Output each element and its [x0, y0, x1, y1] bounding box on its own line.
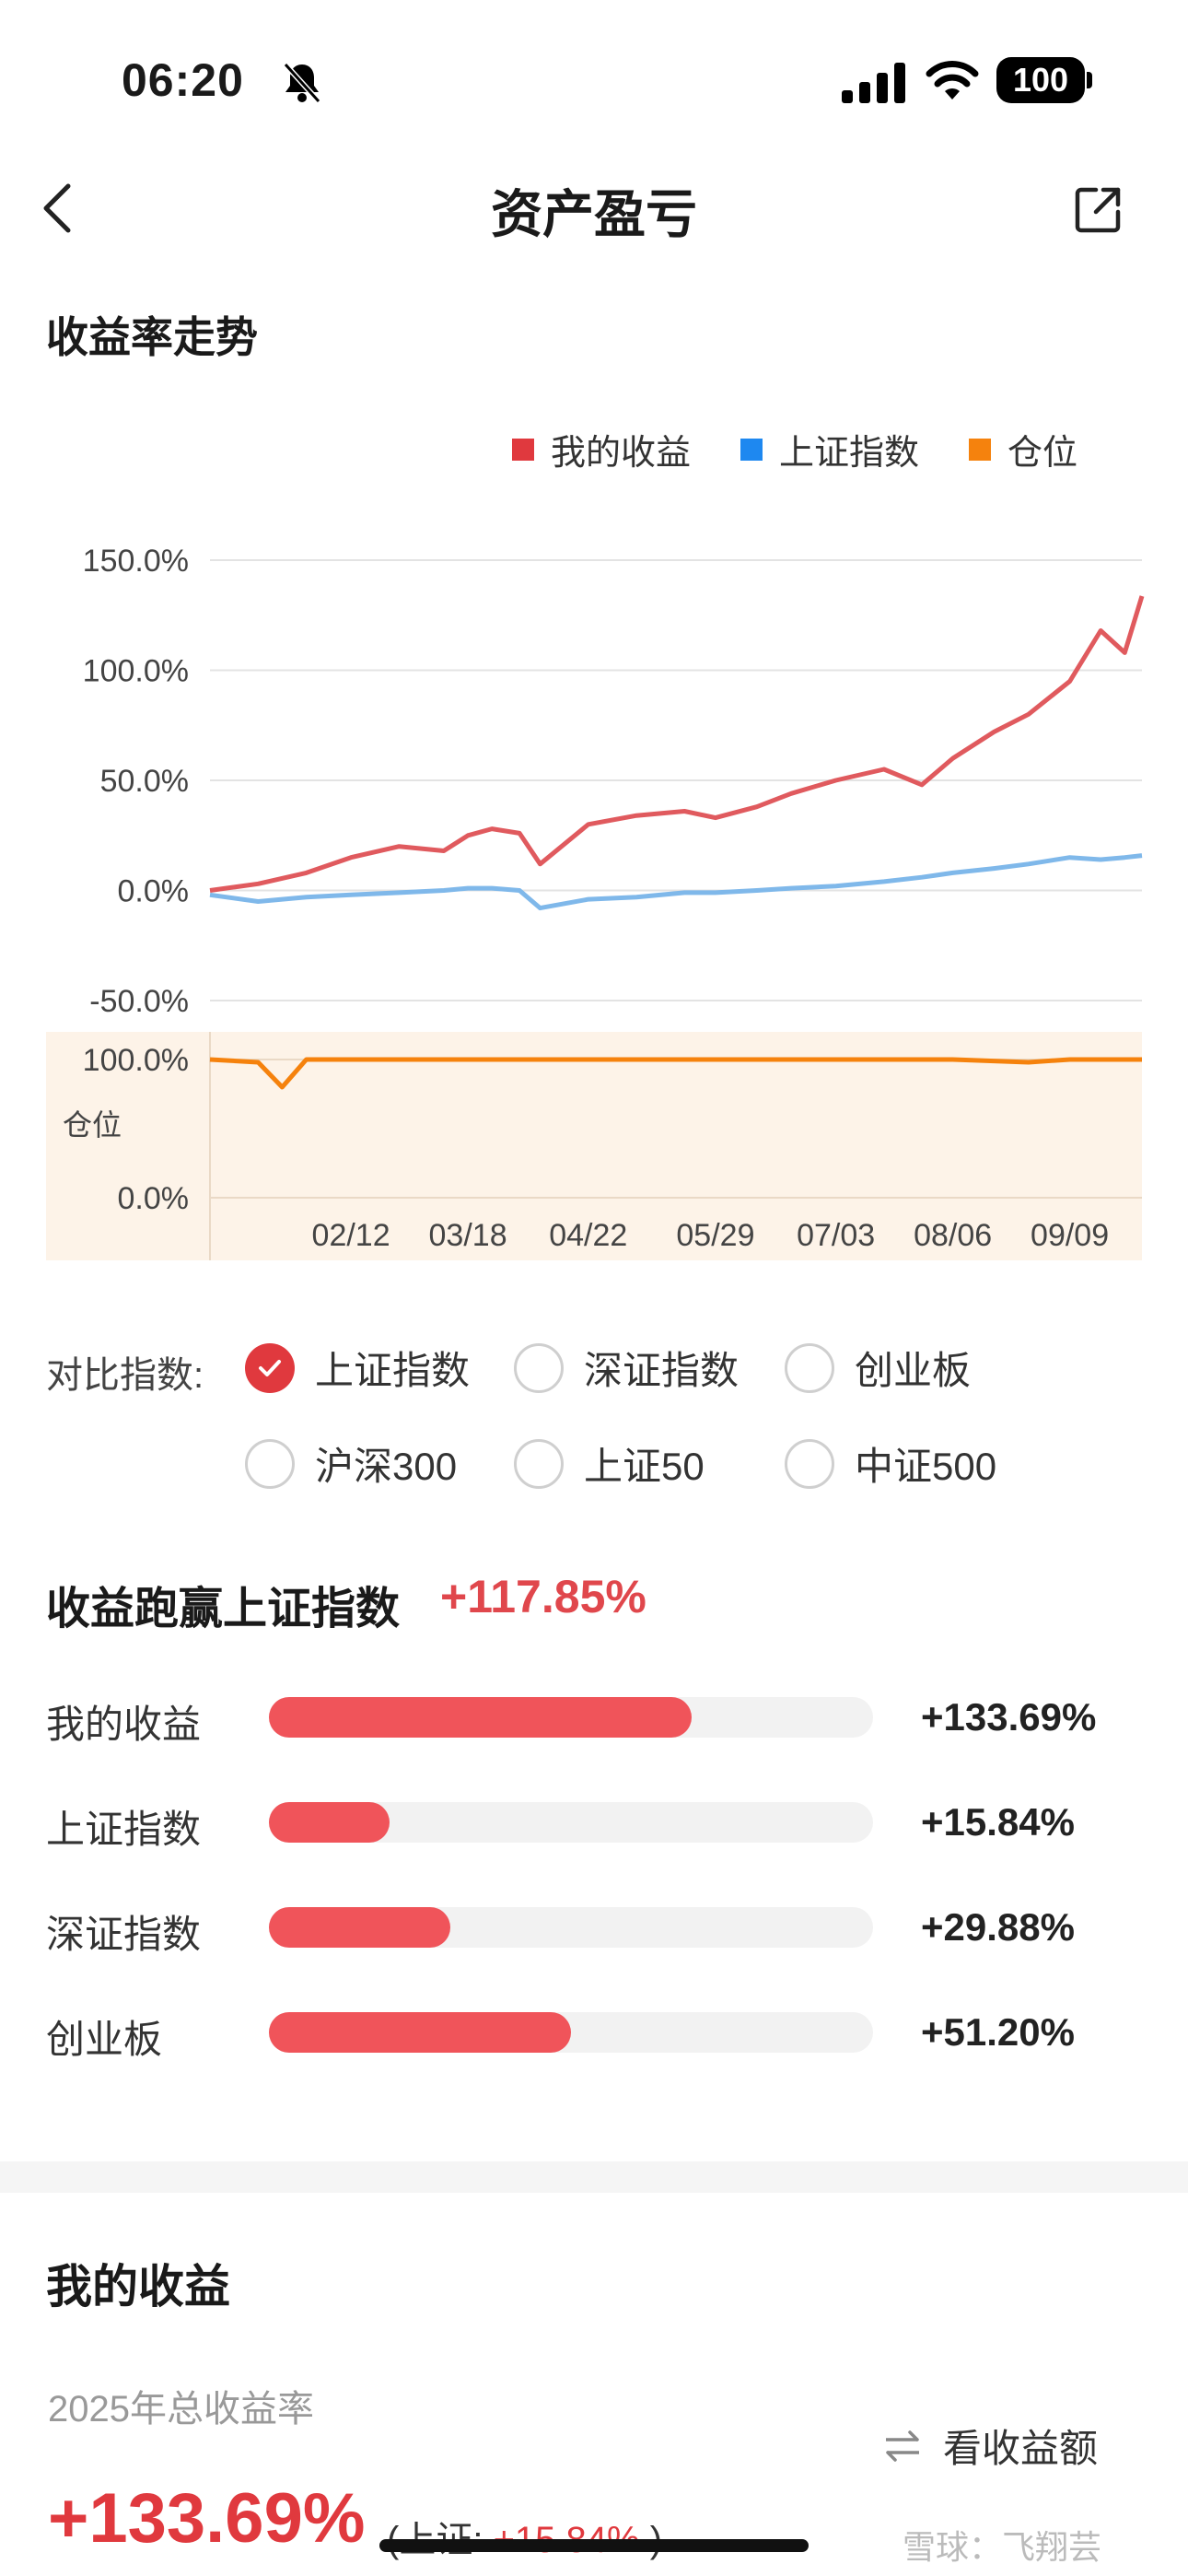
- legend-item-my-return[interactable]: 我的收益: [512, 424, 691, 474]
- compare-option-sse[interactable]: 上证指数: [245, 1340, 470, 1396]
- radio-unchecked[interactable]: [514, 1438, 564, 1489]
- compare-option-sse50[interactable]: 上证50: [514, 1435, 705, 1492]
- view-amount-toggle[interactable]: 看收益额: [882, 2418, 1098, 2474]
- radio-unchecked[interactable]: [785, 1342, 834, 1393]
- radio-unchecked[interactable]: [245, 1438, 295, 1489]
- legend-item-sse[interactable]: 上证指数: [740, 424, 919, 474]
- perf-row-value: +29.88%: [921, 1905, 1075, 1949]
- compare-option-label: 沪深300: [315, 1445, 458, 1488]
- watermark: 雪球：飞翔芸: [903, 2528, 1102, 2566]
- y-tick-label: 150.0%: [83, 544, 189, 579]
- position-y-tick-label: 0.0%: [118, 1181, 190, 1216]
- perf-bar-track: [269, 1907, 873, 1948]
- x-tick-label: 05/29: [676, 1218, 754, 1253]
- section-divider: [0, 2161, 1188, 2193]
- cellular-signal-icon: [842, 63, 905, 103]
- legend-label: 仓位: [1007, 434, 1078, 473]
- wifi-icon: [926, 61, 979, 100]
- page-title: 资产盈亏: [491, 185, 697, 243]
- my-return-line: [209, 595, 1145, 893]
- x-tick-label: 03/18: [429, 1218, 507, 1253]
- perf-row-label: 创业板: [46, 2018, 163, 2061]
- legend-label: 上证指数: [779, 434, 920, 473]
- position-panel-label: 仓位: [63, 1108, 122, 1142]
- share-icon[interactable]: [1072, 182, 1125, 236]
- perf-row-label: 深证指数: [46, 1913, 202, 1956]
- y-tick-label: 100.0%: [83, 654, 189, 689]
- legend-label: 我的收益: [551, 434, 692, 473]
- compare-option-label: 创业板: [855, 1349, 972, 1392]
- year-return-label: 2025年总收益率: [48, 2389, 314, 2430]
- perf-bar-fill: [269, 1697, 693, 1738]
- perf-row-label: 我的收益: [46, 1703, 202, 1746]
- legend-swatch: [740, 438, 763, 461]
- y-tick-label: 50.0%: [100, 764, 189, 799]
- compare-option-hs300[interactable]: 沪深300: [245, 1435, 457, 1492]
- legend-swatch: [969, 438, 992, 461]
- perf-bar-fill: [269, 2012, 571, 2053]
- outperform-title: 收益跑赢上证指数: [46, 1585, 401, 1633]
- compare-option-label: 上证50: [584, 1445, 705, 1488]
- radio-checked[interactable]: [245, 1342, 295, 1393]
- chart-legend: 我的收益 上证指数 仓位: [512, 424, 1077, 474]
- perf-row-label: 上证指数: [46, 1808, 202, 1851]
- return-trend-chart[interactable]: 150.0% 100.0% 50.0% 0.0% -50.0% 100.0% 0.0% 仓位 0…: [0, 498, 1188, 1271]
- toggle-label: 看收益额: [943, 2427, 1099, 2470]
- x-tick-label: 07/03: [797, 1218, 875, 1253]
- perf-bar-fill: [269, 1802, 390, 1843]
- status-time: 06:20: [122, 54, 244, 106]
- position-y-tick-label: 100.0%: [83, 1043, 189, 1078]
- compare-option-label: 中证500: [855, 1445, 997, 1488]
- legend-swatch: [512, 438, 534, 461]
- perf-bar-track: [269, 1802, 873, 1843]
- position-panel-bg: [46, 1032, 1142, 1260]
- x-tick-label: 04/22: [549, 1218, 627, 1253]
- compare-option-csi500[interactable]: 中证500: [785, 1435, 996, 1492]
- perf-bar-track: [269, 2012, 873, 2053]
- outperform-value: +117.85%: [440, 1571, 646, 1622]
- trend-section-title: 收益率走势: [46, 313, 258, 361]
- compare-option-label: 深证指数: [584, 1349, 740, 1392]
- my-returns-title: 我的收益: [46, 2261, 230, 2313]
- perf-row-value: +133.69%: [921, 1695, 1097, 1739]
- sse-index-line: [209, 853, 1143, 911]
- y-tick-label: 0.0%: [118, 874, 190, 909]
- compare-option-szse[interactable]: 深证指数: [514, 1340, 739, 1396]
- benchmark-compare: (上证: +15.84% ): [387, 2510, 662, 2563]
- bell-muted-icon: [283, 62, 321, 104]
- position-line: [209, 1057, 1142, 1090]
- radio-unchecked[interactable]: [785, 1438, 834, 1489]
- radio-unchecked[interactable]: [514, 1342, 564, 1393]
- compare-label: 对比指数:: [46, 1355, 204, 1396]
- check-icon: [259, 1359, 281, 1376]
- compare-option-label: 上证指数: [315, 1349, 471, 1392]
- battery-tip: [1087, 72, 1092, 88]
- perf-bar-track: [269, 1697, 873, 1738]
- perf-row-value: +51.20%: [921, 2010, 1075, 2054]
- y-tick-label: -50.0%: [89, 984, 189, 1019]
- legend-item-position[interactable]: 仓位: [969, 424, 1077, 474]
- swap-icon: [886, 2430, 919, 2462]
- perf-bar-fill: [269, 1907, 450, 1948]
- compare-option-chinext[interactable]: 创业板: [785, 1340, 971, 1396]
- x-tick-label: 09/09: [1031, 1218, 1109, 1253]
- total-return-value: +133.69%: [48, 2479, 366, 2558]
- perf-row-value: +15.84%: [921, 1800, 1075, 1844]
- back-arrow-icon[interactable]: [39, 181, 76, 236]
- battery-indicator: 100: [996, 57, 1085, 103]
- x-tick-label: 02/12: [312, 1218, 390, 1253]
- home-indicator[interactable]: [379, 2539, 809, 2552]
- x-tick-label: 08/06: [914, 1218, 992, 1253]
